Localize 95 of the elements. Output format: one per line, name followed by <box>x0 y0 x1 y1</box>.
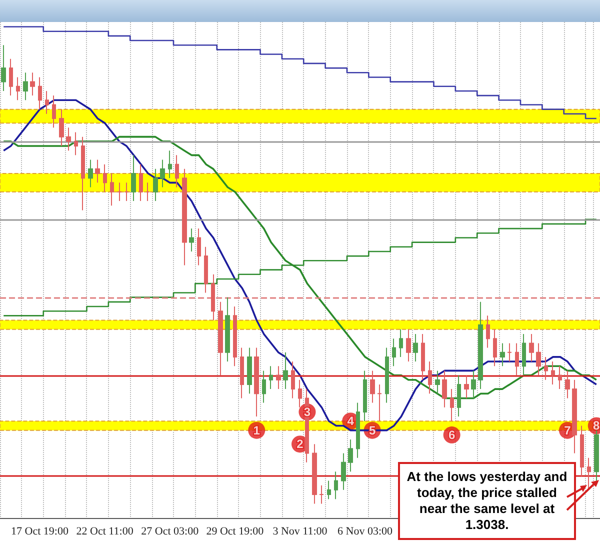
candlestick <box>74 132 78 156</box>
candlestick <box>16 76 20 101</box>
candlestick <box>406 328 411 362</box>
candlestick <box>269 366 273 390</box>
candlestick <box>341 452 346 490</box>
candlestick <box>23 72 28 101</box>
candlestick <box>363 370 367 422</box>
candlestick <box>319 484 324 504</box>
candlestick <box>587 457 591 490</box>
candlestick <box>334 471 338 500</box>
candlestick <box>160 159 165 188</box>
x-tick-label: 3 Nov 11:00 <box>272 526 328 538</box>
candlestick <box>110 173 114 206</box>
candlestick <box>493 328 497 367</box>
candlestick <box>81 136 85 211</box>
candlestick <box>399 328 403 358</box>
candlestick <box>428 361 432 394</box>
candlestick <box>291 361 295 399</box>
candlestick <box>45 90 49 114</box>
x-tick-label: 22 Oct 11:00 <box>76 526 134 538</box>
candlestick <box>1 44 6 92</box>
annotation: 8 <box>593 418 600 433</box>
candlestick <box>131 154 136 202</box>
candlestick <box>558 366 562 390</box>
annotation: 3 <box>304 404 311 419</box>
candlestick <box>356 402 360 458</box>
candlestick <box>464 374 469 399</box>
candlestick <box>52 95 56 128</box>
candlestick <box>471 370 476 399</box>
candlestick <box>88 159 93 188</box>
candlestick <box>197 228 201 266</box>
candlestick <box>385 347 389 404</box>
candlestick <box>95 159 100 184</box>
candlestick <box>486 315 490 348</box>
candlestick <box>536 342 541 376</box>
candlestick <box>348 438 353 472</box>
x-tick-label: 29 Oct 19:00 <box>206 526 264 538</box>
candlestick <box>139 164 143 202</box>
candlestick <box>544 356 548 380</box>
candlestick <box>580 425 584 477</box>
candlestick <box>442 370 447 408</box>
candlestick <box>59 108 64 146</box>
candlestick <box>413 334 418 362</box>
candlestick <box>262 370 266 404</box>
candlestick <box>204 246 208 294</box>
candlestick <box>38 76 42 110</box>
annotation: 6 <box>448 428 456 442</box>
candlestick <box>377 384 382 422</box>
candlestick <box>450 388 454 422</box>
annotation: 1 <box>253 423 260 438</box>
candlestick <box>124 182 129 202</box>
candlestick <box>30 72 35 96</box>
candlestick <box>247 347 252 394</box>
candlestick <box>298 379 302 408</box>
candlestick <box>211 274 215 321</box>
candlestick <box>240 347 244 399</box>
candlestick <box>283 352 288 390</box>
candlestick <box>189 228 194 252</box>
x-tick-label: 17 Oct 19:00 <box>11 526 69 538</box>
candlestick <box>565 370 570 399</box>
annotation: At the lows yesterday and today, the price stalled near the same level at 1.3038. <box>398 462 576 540</box>
candlestick <box>529 334 534 362</box>
x-tick-label: 6 Nov 03:00 <box>338 526 394 538</box>
candlestick <box>421 334 425 380</box>
candlestick <box>370 370 375 404</box>
candlestick <box>146 182 150 202</box>
candlestick <box>522 334 526 376</box>
candlestick <box>254 347 259 418</box>
candlestick <box>9 58 13 96</box>
candlestick <box>218 301 223 376</box>
candlestick <box>225 296 230 362</box>
candlestick <box>66 127 71 152</box>
annotation: 2 <box>296 437 304 452</box>
candlestick <box>392 338 396 367</box>
candlestick <box>168 150 172 179</box>
candlestick <box>276 366 281 390</box>
candlestick <box>153 168 158 202</box>
candlestick <box>327 480 331 500</box>
candlestick <box>478 301 483 390</box>
candlestick <box>117 182 122 202</box>
candlestick <box>507 342 512 362</box>
candlestick <box>435 370 440 394</box>
candlestick <box>312 444 317 504</box>
candlestick <box>515 342 519 376</box>
x-tick-label: 27 Oct 03:00 <box>141 526 200 538</box>
candlestick <box>457 374 461 418</box>
candlestick <box>500 342 505 367</box>
candlestick <box>551 361 555 385</box>
candlestick <box>572 379 577 454</box>
annotation: 7 <box>564 423 572 438</box>
annotation: 4 <box>347 414 354 428</box>
candlestick <box>233 306 237 367</box>
candlestick <box>182 168 187 266</box>
candlestick <box>103 164 107 192</box>
candlestick <box>175 154 179 188</box>
